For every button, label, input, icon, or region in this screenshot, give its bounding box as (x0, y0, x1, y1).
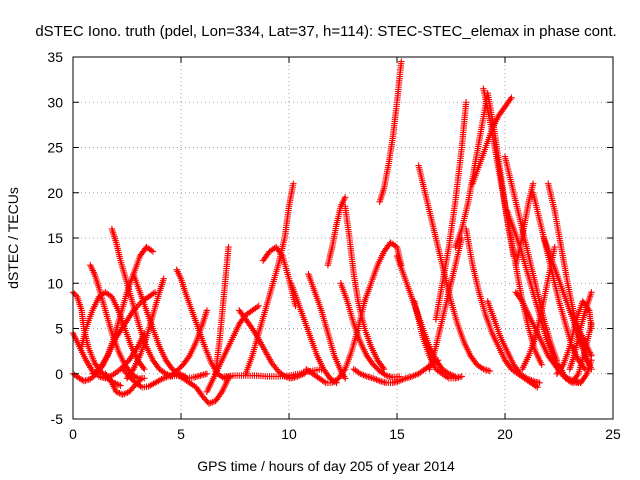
chart-title: dSTEC Iono. truth (pdel, Lon=334, Lat=37… (35, 23, 616, 40)
x-axis-label: GPS time / hours of day 205 of year 2014 (197, 458, 455, 474)
data-point-markers (78, 289, 148, 373)
data-arc-38 (484, 298, 543, 386)
data-point-markers (212, 243, 232, 377)
data-arc-32 (426, 234, 465, 373)
axis-ticks: 0 5 10 15 20 25 -5 0 5 10 15 20 25 30 35 (47, 49, 621, 442)
data-arc-28 (376, 58, 405, 205)
data-point-markers (432, 99, 470, 323)
data-arc-12 (173, 266, 234, 382)
y-tick-label: -5 (51, 411, 64, 427)
data-point-markers (512, 180, 537, 269)
data-point-markers (287, 280, 340, 386)
data-point-markers (242, 180, 297, 377)
data-point-markers (173, 370, 232, 407)
y-tick-label: 35 (47, 49, 63, 65)
data-point-markers (173, 266, 234, 382)
data-point-markers (89, 243, 157, 377)
y-tick-label: 0 (55, 366, 63, 382)
data-arc-21 (305, 271, 349, 382)
y-tick-label: 15 (47, 230, 63, 246)
data-point-markers (553, 298, 595, 377)
data-arc-13 (173, 370, 232, 407)
data-point-markers (341, 203, 388, 373)
data-point-markers (529, 189, 589, 373)
data-arc-20 (287, 280, 340, 386)
data-point-markers (203, 302, 262, 396)
x-tick-label: 0 (69, 426, 77, 442)
y-tick-label: 30 (47, 94, 63, 110)
x-tick-label: 25 (605, 426, 621, 442)
data-point-markers (305, 271, 349, 382)
data-point-markers (123, 275, 167, 382)
data-arc-6 (108, 225, 176, 380)
data-point-markers (337, 280, 403, 381)
data-arc-15 (212, 243, 232, 377)
data-point-markers (361, 239, 405, 305)
data-point-markers (415, 162, 494, 375)
data-arc-23 (324, 194, 349, 269)
data-point-markers (324, 194, 349, 269)
data-arc-41 (512, 180, 537, 269)
data-arc-3 (78, 289, 148, 373)
data-arc-51 (570, 356, 595, 386)
data-point-markers (484, 298, 543, 386)
x-tick-label: 10 (281, 426, 297, 442)
data-arc-25 (341, 203, 388, 373)
data-arc-31 (415, 162, 494, 375)
data-arc-14 (203, 302, 262, 396)
x-tick-label: 20 (497, 426, 513, 442)
data-arc-33 (432, 99, 470, 323)
data-arc-18 (242, 180, 297, 377)
data-arc-30 (411, 298, 465, 382)
data-marks (69, 58, 595, 407)
data-arc-24 (337, 280, 403, 381)
data-point-markers (108, 225, 176, 380)
data-arc-7 (102, 370, 146, 398)
data-point-markers (411, 298, 465, 382)
data-arc-50 (553, 298, 595, 377)
data-arc-9 (123, 275, 167, 382)
data-arc-27 (361, 239, 405, 305)
y-axis-label: dSTEC / TECUs (5, 187, 21, 289)
y-tick-label: 5 (55, 321, 63, 337)
data-arc-5 (89, 243, 157, 377)
y-tick-label: 20 (47, 185, 63, 201)
x-tick-label: 15 (389, 426, 405, 442)
data-point-markers (102, 370, 146, 398)
x-tick-label: 5 (177, 426, 185, 442)
y-tick-label: 25 (47, 140, 63, 156)
data-arc-44 (529, 189, 589, 373)
y-tick-label: 10 (47, 275, 63, 291)
data-point-markers (376, 58, 405, 205)
data-point-markers (570, 356, 595, 386)
data-point-markers (426, 234, 465, 373)
